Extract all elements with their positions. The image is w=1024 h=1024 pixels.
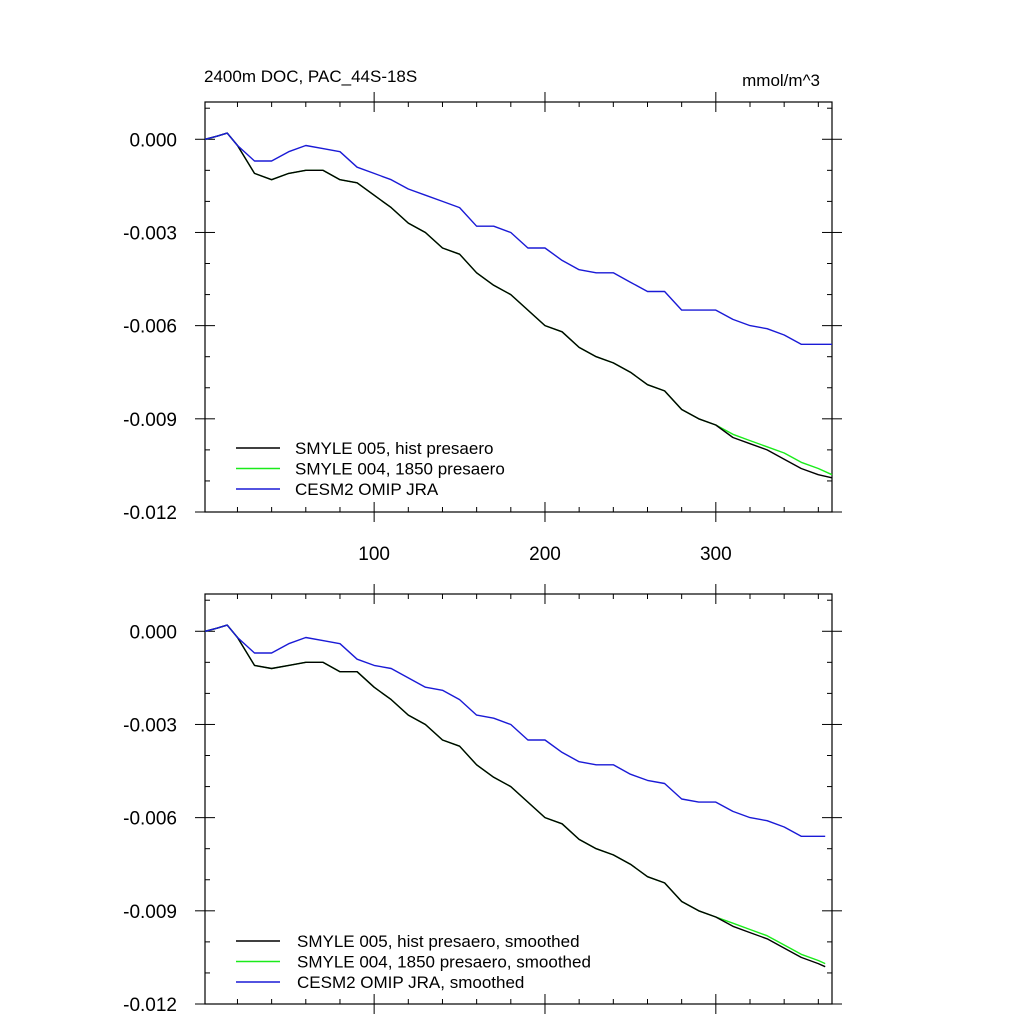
y-tick-label: -0.003 — [123, 223, 177, 244]
chart-title: 2400m DOC, PAC_44S-18S — [204, 67, 417, 86]
y-tick-label: -0.006 — [123, 317, 177, 338]
bottom-panel: 0.000 -0.003 -0.006 -0.009 -0.012 SMYLE 005, … — [123, 584, 842, 1016]
series-line-3 — [204, 132, 832, 345]
legend-label: SMYLE 004, 1850 presaero — [295, 460, 505, 479]
top-panel: 100 200 300 0.000 -0.003 -0.006 -0.009 -0.012 SM… — [123, 92, 842, 565]
plot-frame — [204, 593, 833, 1005]
series-line-1 — [204, 624, 826, 968]
x-tick-label: 200 — [529, 544, 561, 565]
y-tick-label: -0.012 — [123, 503, 177, 524]
series-line-1 — [204, 132, 833, 479]
x-tick-label: 300 — [700, 544, 732, 565]
legend-label: CESM2 OMIP JRA, smoothed — [297, 973, 524, 992]
legend-label: SMYLE 005, hist presaero, smoothed — [297, 932, 580, 951]
legend-label: CESM2 OMIP JRA — [295, 480, 439, 499]
y-tick-label: -0.012 — [123, 995, 177, 1016]
y-tick-label: -0.006 — [123, 809, 177, 830]
y-tick-label: 0.000 — [129, 622, 177, 643]
y-tick-label: -0.003 — [123, 715, 177, 736]
x-tick-label: 100 — [358, 544, 390, 565]
series-line-3 — [204, 624, 826, 837]
legend-label: SMYLE 004, 1850 presaero, smoothed — [297, 953, 591, 972]
y-tick-label: 0.000 — [129, 130, 177, 151]
plot-frame — [204, 101, 833, 513]
units-label: mmol/m^3 — [742, 71, 820, 90]
series-line-2 — [204, 624, 826, 965]
series-line-2 — [204, 132, 833, 476]
y-tick-label: -0.009 — [123, 902, 177, 923]
y-tick-label: -0.009 — [123, 410, 177, 431]
legend-label: SMYLE 005, hist presaero — [295, 439, 493, 458]
